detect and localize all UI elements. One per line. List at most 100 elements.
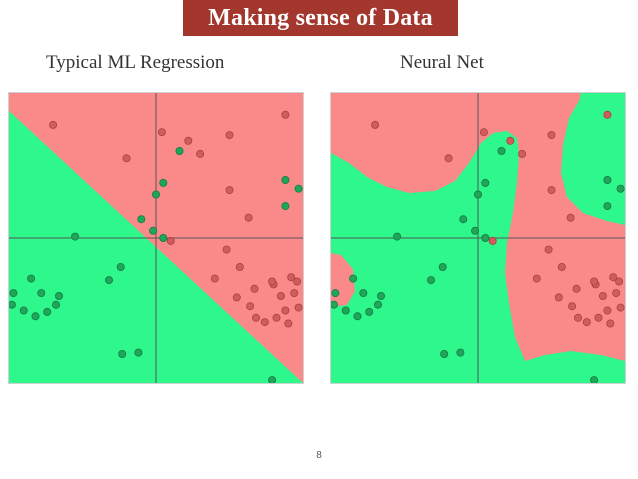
green-point [159, 178, 168, 187]
green-point [9, 289, 18, 298]
red-point [268, 277, 277, 286]
green-point [281, 176, 290, 185]
red-point [606, 319, 615, 328]
regression-plot-svg [9, 93, 303, 383]
green-point [459, 215, 468, 224]
green-point [331, 289, 340, 298]
red-point [272, 313, 281, 322]
green-point [481, 233, 490, 242]
red-point [184, 136, 193, 145]
red-point [603, 110, 612, 119]
red-region-nonlinear [331, 93, 625, 383]
slide-title: Making sense of Data [208, 4, 433, 31]
red-point [479, 128, 488, 137]
green-point [134, 348, 143, 357]
green-point [349, 274, 358, 283]
red-point [250, 284, 259, 293]
red-point [293, 277, 302, 286]
panel-label-regression: Typical ML Regression [46, 52, 225, 73]
red-point [210, 274, 219, 283]
red-point [225, 186, 234, 195]
green-point [105, 276, 114, 285]
red-point [122, 154, 131, 163]
red-point [518, 149, 527, 158]
green-point [9, 300, 16, 309]
red-point [598, 291, 607, 300]
green-point [116, 262, 125, 271]
green-point [27, 274, 36, 283]
green-point [43, 307, 52, 316]
green-point [616, 184, 625, 193]
green-point [353, 312, 362, 321]
green-point [71, 232, 80, 241]
red-point [544, 245, 553, 254]
green-point [365, 307, 374, 316]
green-point [118, 349, 127, 358]
red-point [582, 318, 591, 327]
red-point [488, 236, 497, 245]
red-point [594, 313, 603, 322]
red-point [568, 302, 577, 311]
red-point [547, 186, 556, 195]
title-banner: Making sense of Data [183, 0, 458, 36]
green-point [37, 289, 46, 298]
green-point [590, 376, 599, 383]
green-point [438, 262, 447, 271]
red-point [615, 277, 624, 286]
red-point [603, 306, 612, 315]
red-point [235, 262, 244, 271]
green-point [151, 190, 160, 199]
green-point [52, 300, 61, 309]
green-point [456, 348, 465, 357]
red-point [532, 274, 541, 283]
green-point [603, 202, 612, 211]
red-point [557, 262, 566, 271]
green-point [603, 176, 612, 185]
green-point [268, 376, 277, 383]
red-point [281, 110, 290, 119]
red-point [196, 149, 205, 158]
neural-net-plot [330, 92, 626, 384]
regression-plot [8, 92, 304, 384]
green-point [393, 232, 402, 241]
green-point [473, 190, 482, 199]
green-point [341, 306, 350, 315]
red-point [222, 245, 231, 254]
red-point [284, 319, 293, 328]
neural-net-plot-svg [331, 93, 625, 383]
red-point [590, 277, 599, 286]
red-point [290, 289, 299, 298]
green-point [149, 226, 158, 235]
red-point [281, 306, 290, 315]
page-number: 8 [316, 450, 322, 461]
red-point [444, 154, 453, 163]
green-point [31, 312, 40, 321]
red-point [246, 302, 255, 311]
green-point [281, 202, 290, 211]
red-point [157, 128, 166, 137]
red-point [225, 131, 234, 140]
red-point [232, 293, 241, 302]
green-point [440, 349, 449, 358]
red-point [251, 313, 260, 322]
green-point [294, 184, 303, 193]
green-point [377, 291, 386, 300]
red-point [49, 120, 58, 129]
green-point [471, 226, 480, 235]
green-point [55, 291, 64, 300]
green-point [175, 147, 184, 156]
red-point [276, 291, 285, 300]
green-point [374, 300, 383, 309]
red-point [244, 213, 253, 222]
green-point [427, 276, 436, 285]
red-point [547, 131, 556, 140]
red-point [616, 303, 625, 312]
panel-label-neural-net: Neural Net [400, 52, 484, 73]
red-point [260, 318, 269, 327]
red-point [166, 236, 175, 245]
red-point [572, 284, 581, 293]
green-point [137, 215, 146, 224]
red-point [506, 136, 515, 145]
green-region-top-right [331, 93, 625, 223]
red-point [609, 273, 618, 282]
